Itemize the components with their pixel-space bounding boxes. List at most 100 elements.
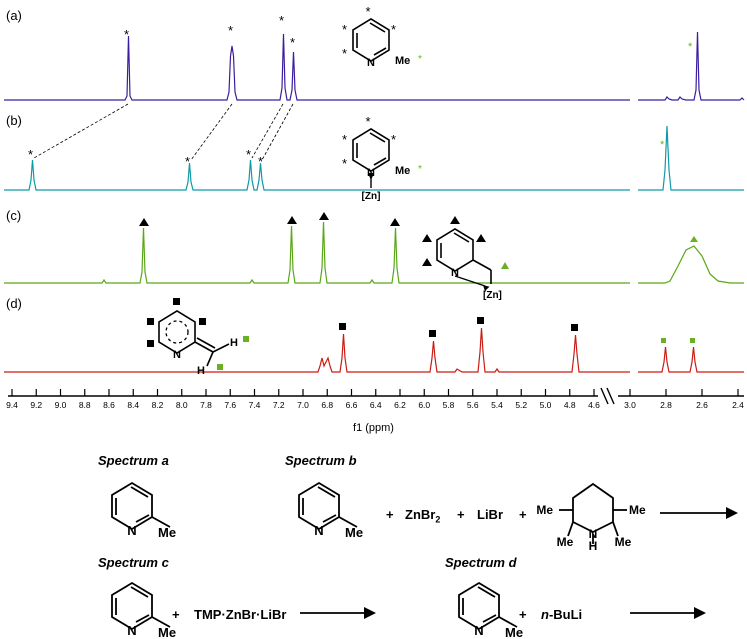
scheme-d-reagent-prefix: n — [541, 607, 549, 622]
structure-b-nitrogen: N — [367, 167, 375, 179]
scheme-c-structure: N Me — [111, 581, 176, 639]
panel-label-b: (b) — [6, 113, 22, 128]
scheme-b-plus-3: + — [519, 507, 527, 522]
x-axis-tick-label: 4.8 — [563, 400, 576, 410]
scheme-b-tmp-hydrogen: H — [589, 539, 598, 553]
structure-a-marker-3: * — [391, 22, 396, 37]
x-axis-tick-label: 2.4 — [732, 400, 744, 410]
structure-b-methyl: Me — [395, 165, 410, 177]
scheme-b-title: Spectrum b — [285, 453, 357, 468]
peak-marker-d-2 — [429, 330, 436, 337]
structure-a: N Me * * * * * — [342, 4, 422, 69]
scheme-b-plus-1: + — [386, 507, 394, 522]
structure-c-zinc: [Zn] — [483, 290, 502, 301]
structure-a-methyl: Me — [395, 55, 410, 67]
structure-d-marker-green-2 — [217, 364, 223, 370]
structure-d-marker-1 — [173, 298, 180, 305]
structure-c-marker-2 — [422, 234, 432, 242]
structure-d-hydrogen-1: H — [230, 337, 238, 349]
peak-marker-d-1 — [339, 323, 346, 330]
x-axis-title: f1 (ppm) — [353, 422, 394, 434]
x-axis-tick-label: 6.4 — [369, 400, 382, 410]
x-axis-tick-label: 6.8 — [321, 400, 334, 410]
peak-marker-d-inset-2 — [690, 338, 695, 343]
correlation-line-3 — [251, 103, 284, 159]
peak-marker-b-3: * — [246, 147, 252, 162]
structure-d-marker-2 — [147, 318, 154, 325]
x-axis-tick-label: 5.6 — [466, 400, 479, 410]
scheme-b-tmp-me-2: Me — [629, 503, 646, 517]
x-axis-tick-label: 6.6 — [345, 400, 358, 410]
structure-d-marker-green-1 — [243, 336, 249, 342]
x-axis-tick-label: 9.0 — [54, 400, 67, 410]
trace-a-inset — [638, 31, 745, 101]
x-axis-tick-label: 8.4 — [127, 400, 140, 410]
structure-a-marker-green: * — [418, 54, 422, 65]
scheme-a-structure: N Me — [111, 481, 176, 540]
peak-marker-b-inset: * — [660, 139, 665, 151]
x-axis-tick-label: 9.4 — [6, 400, 18, 410]
x-axis-tick-label: 8.0 — [175, 400, 188, 410]
x-axis-tick-label: 4.6 — [588, 400, 600, 410]
scheme-c-methyl: Me — [158, 625, 176, 639]
structure-c-marker-3 — [476, 234, 486, 242]
structure-c-marker-green — [501, 262, 509, 269]
structure-a-marker-1: * — [365, 4, 370, 19]
x-axis-tick-label: 5.2 — [515, 400, 528, 410]
x-axis-tick-label: 2.8 — [660, 400, 672, 410]
x-axis-tick-label: 3.0 — [624, 400, 636, 410]
scheme-b-znbr-subscript: 2 — [435, 514, 441, 525]
scheme-c-arrow — [300, 607, 376, 619]
scheme-d-structure: N Me — [458, 581, 523, 639]
x-axis-tick-label: 8.6 — [103, 400, 115, 410]
scheme-b-reagent-libr: LiBr — [477, 507, 503, 522]
peak-marker-a-2: * — [228, 23, 234, 38]
peak-marker-d-4 — [571, 324, 578, 331]
spectra-traces — [4, 31, 745, 373]
peak-marker-a-1: * — [124, 27, 130, 42]
scheme-c-plus-1: + — [172, 607, 180, 622]
peak-marker-a-inset: * — [688, 41, 693, 53]
trace-c-inset — [638, 245, 744, 284]
x-axis-tick-label: 5.8 — [442, 400, 455, 410]
x-axis-tick-label: 7.4 — [248, 400, 261, 410]
scheme-d-title: Spectrum d — [445, 555, 517, 570]
correlation-line-4 — [261, 103, 294, 161]
peak-marker-c-inset — [690, 236, 698, 242]
x-axis-tick-label: 7.8 — [200, 400, 212, 410]
x-axis: 9.4 9.2 9.0 8.8 8.6 8.4 8.2 8.0 7.8 7.6 7.4 7.2 7.0 6… — [0, 386, 747, 426]
structure-d-marker-3 — [199, 318, 206, 325]
peak-marker-c-4 — [390, 218, 400, 226]
scheme-d-nitrogen: N — [474, 623, 483, 638]
scheme-c-reagent: TMP·ZnBr·LiBr — [194, 607, 287, 622]
scheme-b-nitrogen: N — [314, 523, 323, 538]
structure-b-marker-1: * — [365, 114, 370, 129]
x-axis-tick-label: 5.4 — [491, 400, 503, 410]
trace-d-main — [4, 327, 630, 373]
structure-a-nitrogen: N — [367, 57, 375, 69]
scheme-c-title: Spectrum c — [98, 555, 169, 570]
scheme-b-tmp-nitrogen: N — [589, 527, 598, 541]
scheme-d-arrow — [630, 607, 706, 619]
x-axis-tick-label: 8.2 — [151, 400, 164, 410]
x-axis-tick-label: 5.0 — [539, 400, 552, 410]
panel-label-d: (d) — [6, 296, 22, 311]
scheme-d-reagent-name: -BuLi — [548, 607, 583, 622]
panel-label-a: (a) — [6, 8, 22, 23]
scheme-b-znbr-text: ZnBr — [405, 507, 436, 522]
structure-c-marker-1 — [450, 216, 460, 224]
structure-a-marker-4: * — [342, 46, 347, 61]
trace-a-main — [4, 33, 630, 101]
scheme-b-tmp-me-1: Me — [536, 503, 553, 517]
panel-label-c: (c) — [6, 208, 22, 223]
scheme-b-methyl: Me — [345, 525, 363, 540]
structure-b-marker-3: * — [391, 132, 396, 147]
x-axis-tick-label: 8.8 — [78, 400, 91, 410]
trace-c-main — [4, 221, 630, 284]
peak-marker-b-1: * — [28, 147, 34, 162]
trace-d-inset — [638, 346, 744, 373]
scheme-b-arrow — [660, 507, 738, 519]
scheme-a-nitrogen: N — [127, 523, 136, 538]
x-axis-tick-label: 6.0 — [418, 400, 431, 410]
peak-marker-a-3: * — [279, 13, 285, 28]
